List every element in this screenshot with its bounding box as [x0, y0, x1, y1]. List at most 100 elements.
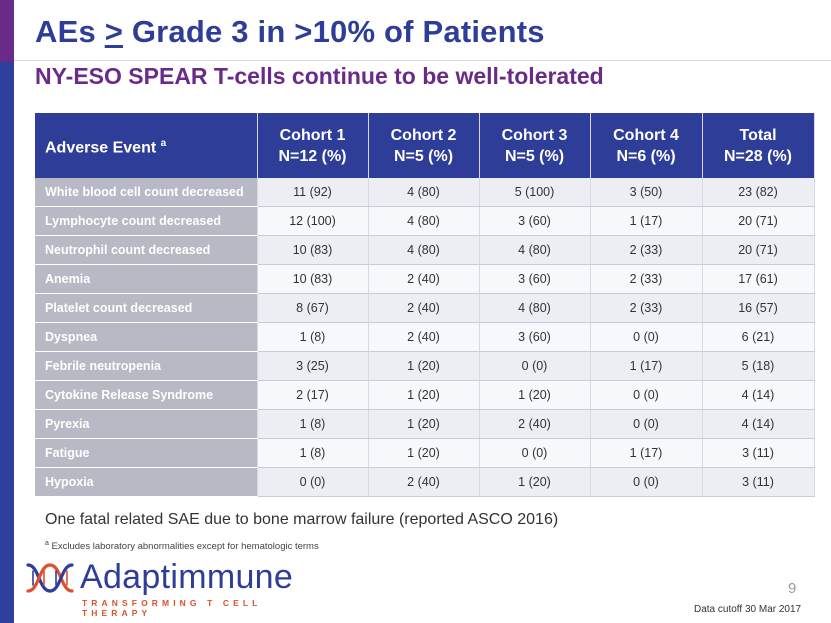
table-body: White blood cell count decreased 11 (92) 4… — [35, 178, 815, 497]
header-cohort-4-label: Cohort 4 — [613, 126, 679, 144]
row-value-cell: 20 (71) — [702, 235, 815, 265]
row-value-cell: 11 (92) — [257, 178, 369, 207]
row-event-label: Dyspnea — [35, 322, 258, 352]
title-greater-equal: > — [104, 14, 124, 49]
slide-subtitle: NY-ESO SPEAR T-cells continue to be well… — [35, 63, 604, 89]
table-row: White blood cell count decreased 11 (92) 4… — [35, 178, 815, 207]
row-value-cell: 4 (80) — [368, 178, 480, 207]
row-value-cell: 5 (18) — [702, 351, 815, 381]
row-value-cell: 23 (82) — [702, 178, 815, 207]
header-cohort-2-label: Cohort 2 — [390, 126, 457, 144]
row-value-cell: 3 (60) — [479, 264, 591, 294]
row-value-cell: 1 (17) — [590, 438, 703, 468]
row-value-cell: 2 (17) — [257, 380, 369, 410]
row-event-label: Cytokine Release Syndrome — [35, 380, 258, 410]
row-value-cell: 1 (8) — [257, 409, 369, 439]
row-value-cell: 3 (11) — [702, 438, 815, 468]
footnote-text: Excludes laboratory abnormalities except… — [48, 541, 319, 553]
logo-tagline: TRANSFORMING T CELL THERAPY — [82, 598, 262, 618]
table-row: Cytokine Release Syndrome 2 (17) 1 (20) 1 (… — [35, 380, 815, 410]
table-row: Pyrexia 1 (8) 1 (20) 2 (40) 0 (0) 4 (14) — [35, 409, 815, 439]
data-cutoff-note: Data cutoff 30 Mar 2017 — [694, 604, 802, 615]
row-value-cell: 16 (57) — [702, 293, 815, 323]
row-value-cell: 10 (83) — [257, 264, 369, 294]
row-value-cell: 20 (71) — [702, 206, 815, 236]
header-cohort-3: Cohort 3 N=5 (%) — [479, 113, 591, 178]
row-value-cell: 3 (25) — [257, 351, 369, 381]
row-value-cell: 2 (33) — [590, 293, 703, 323]
row-value-cell: 0 (0) — [590, 467, 703, 497]
row-event-label: Neutrophil count decreased — [35, 235, 258, 265]
row-value-cell: 1 (8) — [257, 322, 369, 352]
row-value-cell: 0 (0) — [257, 467, 369, 497]
row-value-cell: 4 (14) — [702, 380, 815, 410]
table-row: Lymphocyte count decreased 12 (100) 4 (80)… — [35, 206, 815, 236]
row-value-cell: 1 (17) — [590, 351, 703, 381]
header-cohort-3-n: N=5 (%) — [504, 147, 565, 165]
row-event-label: Lymphocyte count decreased — [35, 206, 258, 236]
row-value-cell: 1 (20) — [368, 409, 480, 439]
row-event-label: Anemia — [35, 264, 258, 294]
row-value-cell: 4 (80) — [479, 293, 591, 323]
row-value-cell: 10 (83) — [257, 235, 369, 265]
header-cohort-2-n: N=5 (%) — [393, 147, 454, 165]
header-cohort-4: Cohort 4 N=6 (%) — [590, 113, 703, 178]
row-value-cell: 1 (20) — [479, 467, 591, 497]
row-value-cell: 2 (40) — [368, 264, 480, 294]
row-value-cell: 4 (80) — [368, 235, 480, 265]
row-value-cell: 12 (100) — [257, 206, 369, 236]
row-value-cell: 8 (67) — [257, 293, 369, 323]
table-row: Anemia 10 (83) 2 (40) 3 (60) 2 (33) 17 (61) — [35, 264, 815, 294]
slide-title: AEs > Grade 3 in >10% of Patients — [35, 14, 545, 50]
row-value-cell: 0 (0) — [590, 409, 703, 439]
row-value-cell: 1 (20) — [368, 380, 480, 410]
table-row: Hypoxia 0 (0) 2 (40) 1 (20) 0 (0) 3 (11) — [35, 467, 815, 497]
row-value-cell: 6 (21) — [702, 322, 815, 352]
row-value-cell: 1 (17) — [590, 206, 703, 236]
row-value-cell: 0 (0) — [479, 438, 591, 468]
row-event-label: Febrile neutropenia — [35, 351, 258, 381]
left-accent-block — [0, 0, 14, 62]
row-event-label: Fatigue — [35, 438, 258, 468]
row-value-cell: 4 (80) — [479, 235, 591, 265]
row-value-cell: 17 (61) — [702, 264, 815, 294]
header-cohort-1-n: N=12 (%) — [278, 147, 347, 165]
row-value-cell: 3 (11) — [702, 467, 815, 497]
header-footnote-marker: a — [160, 137, 167, 149]
header-cohort-2: Cohort 2 N=5 (%) — [368, 113, 480, 178]
table-header-row: Adverse Event a Cohort 1 N=12 (%) Cohort … — [35, 113, 815, 178]
row-event-label: White blood cell count decreased — [35, 178, 258, 207]
row-value-cell: 2 (40) — [368, 293, 480, 323]
row-event-label: Hypoxia — [35, 467, 258, 497]
title-divider — [14, 60, 831, 61]
row-value-cell: 0 (0) — [590, 380, 703, 410]
title-suffix: Grade 3 in >10% of Patients — [123, 14, 545, 49]
row-value-cell: 1 (20) — [368, 438, 480, 468]
footnote: a Excludes laboratory abnormalities exce… — [45, 540, 319, 552]
table-row: Platelet count decreased 8 (67) 2 (40) 4 (8… — [35, 293, 815, 323]
adaptimmune-logo: Adaptimmune TRANSFORMING T CELL THERAPY — [25, 555, 325, 618]
row-value-cell: 3 (50) — [590, 178, 703, 207]
table-row: Fatigue 1 (8) 1 (20) 0 (0) 1 (17) 3 (11) — [35, 438, 815, 468]
row-value-cell: 5 (100) — [479, 178, 591, 207]
table-row: Neutrophil count decreased 10 (83) 4 (80) 4… — [35, 235, 815, 265]
row-value-cell: 4 (80) — [368, 206, 480, 236]
table-row: Dyspnea 1 (8) 2 (40) 3 (60) 0 (0) 6 (21) — [35, 322, 815, 352]
footnote-marker: a — [45, 540, 49, 547]
row-value-cell: 4 (14) — [702, 409, 815, 439]
header-total-label: Total — [739, 126, 777, 144]
page-number: 9 — [788, 580, 797, 597]
row-event-label: Platelet count decreased — [35, 293, 258, 323]
adverse-events-table: Adverse Event a Cohort 1 N=12 (%) Cohort … — [35, 113, 815, 497]
title-prefix: AEs — [35, 14, 105, 49]
dna-helix-icon — [26, 563, 74, 593]
row-value-cell: 2 (40) — [479, 409, 591, 439]
row-value-cell: 2 (40) — [368, 322, 480, 352]
logo-wordmark: Adaptimmune — [80, 558, 294, 596]
row-value-cell: 3 (60) — [479, 206, 591, 236]
row-value-cell: 2 (33) — [590, 235, 703, 265]
row-value-cell: 2 (40) — [368, 467, 480, 497]
row-event-label: Pyrexia — [35, 409, 258, 439]
row-value-cell: 1 (8) — [257, 438, 369, 468]
header-adverse-event: Adverse Event a — [35, 113, 258, 178]
